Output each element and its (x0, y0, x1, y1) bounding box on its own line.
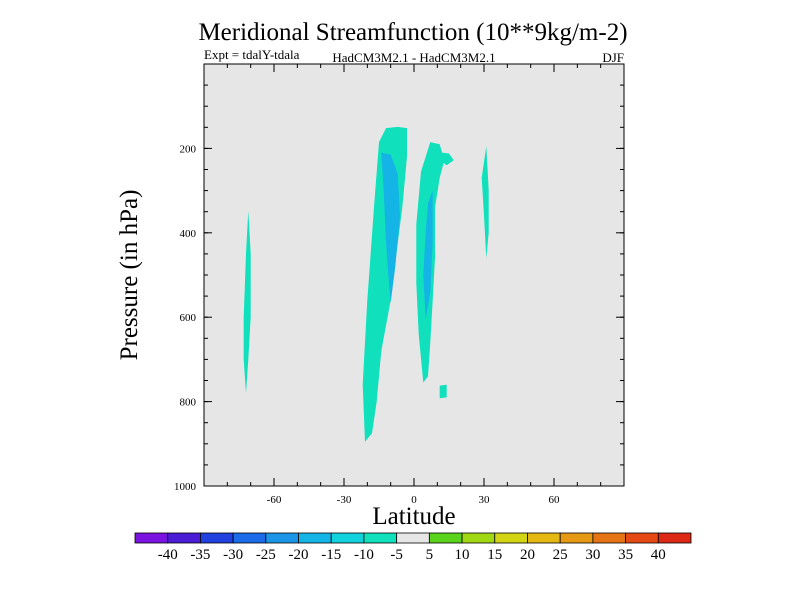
colorbar-swatch (494, 532, 528, 544)
colorbar-swatch (134, 532, 169, 544)
chart-title: Meridional Streamfunction (10**9kg/m-2) (198, 19, 627, 46)
colorbar: -40 -35 -30 -25 -20 -15 -10 -5 5 10 15 20 25 30 35 40 (134, 532, 692, 563)
x-tick-label: -30 (337, 494, 352, 506)
contour-east-inner-core (423, 190, 433, 320)
colorbar-swatch (363, 532, 398, 544)
colorbar-swatch (330, 532, 365, 544)
axis-ticks: -60 -30 0 30 60 200 400 600 800 1000 (174, 64, 624, 506)
contour-east-small-lobe (442, 152, 454, 166)
colorbar-swatch (167, 532, 201, 544)
colorbar-swatch (200, 532, 234, 544)
experiment-label: Expt = tdalY-tdala (204, 47, 300, 62)
y-tick-label: 200 (180, 143, 197, 155)
x-tick-label: 30 (479, 494, 491, 506)
colorbar-swatch (657, 532, 692, 544)
colorbar-swatch (428, 532, 463, 544)
colorbar-swatch (559, 532, 594, 544)
colorbar-label: -25 (256, 547, 276, 563)
colorbar-label: -15 (321, 547, 341, 563)
x-axis-label: Latitude (372, 503, 455, 530)
colorbar-label: -5 (390, 547, 403, 563)
colorbar-label: -35 (190, 547, 210, 563)
model-label: HadCM3M2.1 - HadCM3M2.1 (332, 50, 495, 65)
contour-patch-30n (481, 146, 489, 259)
x-tick-label: 0 (411, 494, 417, 506)
colorbar-swatch (527, 532, 561, 544)
x-tick-label: -60 (267, 494, 282, 506)
colorbar-swatch (298, 532, 332, 544)
y-tick-label: 400 (180, 228, 197, 240)
contour-main-inner-core (381, 152, 400, 303)
x-tick-label: 60 (549, 494, 561, 506)
colorbar-label: 40 (651, 547, 666, 563)
y-axis-label: Pressure (in hPa) (116, 190, 143, 361)
colorbar-label: 20 (520, 547, 535, 563)
colorbar-label: -10 (354, 547, 374, 563)
contour-western-thin-band (243, 210, 251, 394)
y-tick-label: 800 (180, 397, 197, 409)
colorbar-label: 10 (455, 547, 470, 563)
colorbar-label: -40 (158, 547, 178, 563)
colorbar-label: 25 (553, 547, 568, 563)
colorbar-label: -30 (223, 547, 243, 563)
contour-regions (243, 126, 489, 442)
y-tick-label: 600 (180, 312, 197, 324)
colorbar-label: -20 (289, 547, 309, 563)
colorbar-label: 5 (426, 547, 434, 563)
colorbar-label: 35 (618, 547, 633, 563)
colorbar-swatch (265, 532, 299, 544)
contour-patch-low-level (439, 384, 447, 399)
colorbar-label: 15 (487, 547, 502, 563)
colorbar-swatch (592, 532, 626, 544)
colorbar-swatch (625, 532, 659, 544)
colorbar-swatch (461, 532, 496, 544)
colorbar-label: 30 (585, 547, 600, 563)
season-label: DJF (602, 50, 624, 65)
plot-area (204, 64, 624, 486)
y-tick-label: 1000 (174, 481, 197, 493)
colorbar-swatch (232, 532, 267, 544)
colorbar-swatch (396, 532, 430, 544)
